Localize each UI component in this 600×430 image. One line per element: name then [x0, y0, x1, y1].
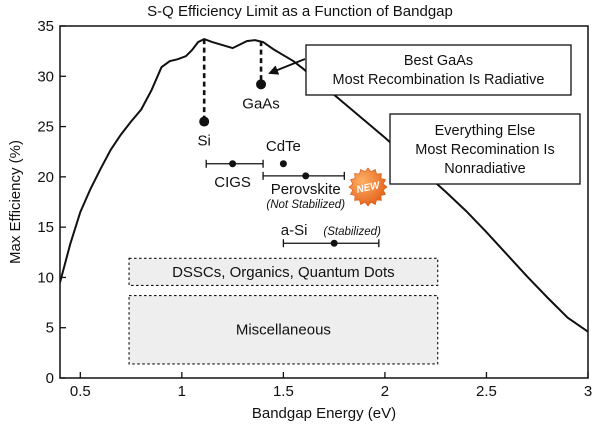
x-tick-label: 1.5: [273, 383, 294, 400]
point-label: Si: [198, 133, 211, 150]
x-tick-label: 2: [381, 383, 389, 400]
region-label: DSSCs, Organics, Quantum Dots: [172, 264, 395, 281]
badge-star-shape: [348, 167, 388, 207]
point-label: CIGS: [214, 174, 251, 191]
data-point: [256, 79, 267, 90]
limit-drop-lines: [202, 39, 263, 122]
point-label: Perovskite: [271, 181, 341, 198]
callout-box: [305, 44, 572, 96]
y-tick-label: 0: [46, 370, 54, 387]
callout-line: Most Recomination Is: [415, 142, 554, 158]
x-tick-label: 2.5: [476, 383, 497, 400]
point-label: a-Si: [281, 222, 308, 239]
y-tick-label: 30: [37, 68, 54, 85]
sq-limit-line: [60, 38, 588, 333]
y-tick-label: 5: [46, 320, 54, 337]
point-sublabel: (Stabilized): [323, 226, 381, 238]
region-label: Miscellaneous: [236, 322, 331, 339]
callout-line: Best GaAs: [404, 53, 473, 69]
plot-frame: [59, 25, 589, 379]
callout-everything-else: Everything Else Most Recomination Is Non…: [389, 113, 581, 185]
callout-best-gaas: Best GaAs Most Recombination Is Radiativ…: [268, 44, 572, 96]
y-tick-label: 10: [37, 269, 54, 286]
region-box: [128, 257, 439, 287]
x-tick-label: 3: [584, 383, 592, 400]
callout-line: Everything Else: [435, 123, 536, 139]
y-tick-label: 15: [37, 219, 54, 236]
regions-layer: DSSCs, Organics, Quantum Dots Miscellaneo…: [128, 257, 439, 365]
callout-line: Nonradiative: [444, 161, 525, 177]
region-box: [128, 294, 439, 365]
x-axis-ticks: 0.5 1 1.5 2 2.5 3: [70, 372, 592, 400]
y-axis-ticks: 0 5 10 15 20 25 30 35: [37, 18, 66, 387]
y-tick-label: 25: [37, 119, 54, 136]
callout-box: [389, 113, 581, 185]
data-point: [199, 116, 210, 127]
new-badge: NEW: [348, 167, 388, 207]
data-point: [302, 172, 310, 180]
x-tick-label: 0.5: [70, 383, 91, 400]
data-point: [279, 160, 287, 168]
data-point: [229, 160, 237, 168]
badge-label: NEW: [356, 180, 383, 196]
material-points: Si GaAs CdTe CIGS Perovskite(Not Stabilized)…: [198, 79, 381, 248]
y-axis-label: Max Efficiency (%): [7, 140, 24, 264]
callout-line: Most Recombination Is Radiative: [333, 72, 545, 88]
x-tick-label: 1: [178, 383, 186, 400]
x-axis-label: Bandgap Energy (eV): [252, 405, 396, 422]
y-tick-label: 20: [37, 169, 54, 186]
chart-title: S-Q Efficiency Limit as a Function of Ba…: [147, 3, 453, 20]
point-sublabel: (Not Stabilized): [266, 199, 345, 211]
callout-arrow: [268, 58, 306, 75]
point-label: GaAs: [242, 95, 280, 112]
data-point: [330, 239, 338, 247]
point-label: CdTe: [266, 138, 301, 155]
y-tick-label: 35: [37, 18, 54, 35]
